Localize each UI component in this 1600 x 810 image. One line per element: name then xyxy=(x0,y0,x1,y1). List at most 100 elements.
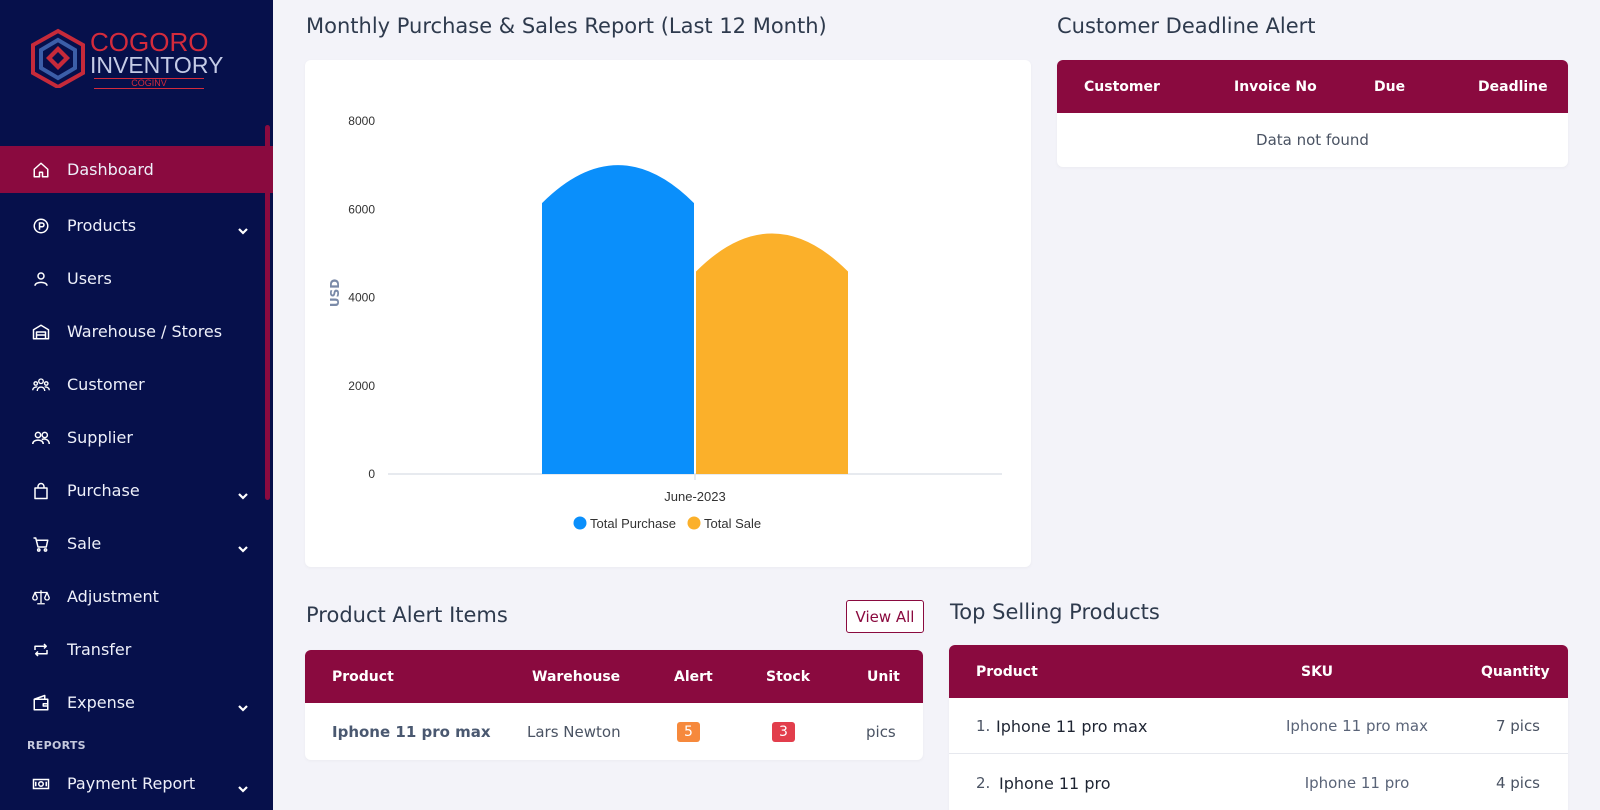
bar-total-sale[interactable] xyxy=(696,233,848,474)
column-header-invoice: Invoice No xyxy=(1234,78,1317,95)
sidebar: COGORO INVENTORY COGINV Dashboard Produc… xyxy=(0,0,273,810)
column-header-alert: Alert xyxy=(674,668,713,685)
brand-line-1: COGORO xyxy=(90,27,209,57)
sidebar-item-sale[interactable]: Sale xyxy=(0,517,273,570)
table-row[interactable]: 1. Iphone 11 pro max Iphone 11 pro max 7… xyxy=(949,698,1568,754)
sidebar-item-warehouse[interactable]: Warehouse / Stores xyxy=(0,305,273,358)
sidebar-item-users[interactable]: Users xyxy=(0,252,273,305)
sidebar-item-label: Warehouse / Stores xyxy=(67,322,223,341)
sidebar-item-label: Expense xyxy=(67,693,135,712)
column-header-deadline: Deadline xyxy=(1478,78,1548,95)
row-index: 1. xyxy=(976,717,991,735)
sidebar-item-label: Supplier xyxy=(67,428,133,447)
unit-cell: pics xyxy=(866,722,896,741)
row-index: 2. xyxy=(976,774,991,792)
table-row[interactable]: 2. Iphone 11 pro Iphone 11 pro 4 pics xyxy=(949,755,1568,810)
table-header: Customer Invoice No Due Deadline xyxy=(1057,60,1568,113)
product-name-cell[interactable]: Iphone 11 pro xyxy=(999,773,1111,793)
sidebar-item-label: Users xyxy=(67,269,112,288)
sidebar-item-payment-report[interactable]: Payment Report xyxy=(0,757,273,810)
warehouse-cell: Lars Newton xyxy=(527,722,621,741)
sidebar-item-label: Sale xyxy=(67,534,102,553)
y-tick-label: 2000 xyxy=(348,379,375,393)
sidebar-item-label: Purchase xyxy=(67,481,140,500)
sidebar-item-label: Customer xyxy=(67,375,145,394)
transfer-icon xyxy=(31,640,51,660)
column-header-due: Due xyxy=(1374,78,1406,95)
bar-total-purchase[interactable] xyxy=(542,165,694,474)
product-alert-table: Product Warehouse Alert Stock Unit Iphon… xyxy=(305,650,923,760)
y-tick-label: 6000 xyxy=(348,202,375,216)
column-header-sku: SKU xyxy=(1301,663,1334,680)
alert-cell: 5 xyxy=(677,703,700,760)
quantity-cell: 7 pics xyxy=(1495,717,1540,735)
chevron-down-icon[interactable] xyxy=(237,221,249,240)
legend-label-total-purchase[interactable]: Total Purchase xyxy=(590,516,676,531)
y-tick-label: 8000 xyxy=(348,114,375,128)
user-icon xyxy=(31,269,51,289)
sidebar-item-products[interactable]: Products xyxy=(0,199,273,252)
sidebar-scrollbar[interactable] xyxy=(265,125,270,500)
legend-swatch-total-purchase[interactable] xyxy=(573,516,587,530)
sidebar-item-label: Dashboard xyxy=(67,160,154,179)
brand-line-3: COGINV xyxy=(94,78,204,89)
legend-label-total-sale[interactable]: Total Sale xyxy=(704,516,761,531)
column-header-product: Product xyxy=(332,668,394,685)
sidebar-item-label: Payment Report xyxy=(67,774,196,793)
sidebar-item-label: Adjustment xyxy=(67,587,159,606)
chart-section-title: Monthly Purchase & Sales Report (Last 12… xyxy=(306,14,827,38)
view-all-button[interactable]: View All xyxy=(846,600,924,633)
top-selling-title: Top Selling Products xyxy=(950,600,1160,624)
sidebar-item-purchase[interactable]: Purchase xyxy=(0,464,273,517)
product-circle-icon xyxy=(31,216,51,236)
customer-deadline-table: Customer Invoice No Due Deadline Data no… xyxy=(1057,60,1568,167)
scale-icon xyxy=(31,587,51,607)
sidebar-item-transfer[interactable]: Transfer xyxy=(0,623,273,676)
wallet-icon xyxy=(31,693,51,713)
product-name-cell[interactable]: Iphone 11 pro max xyxy=(996,716,1148,736)
purchase-sales-chart: 0 2000 4000 6000 8000 USD June-2023 Total Pu… xyxy=(328,114,1002,531)
column-header-product: Product xyxy=(976,663,1038,680)
column-header-customer: Customer xyxy=(1084,78,1160,95)
customers-icon xyxy=(31,375,51,395)
sidebar-section-reports: REPORTS xyxy=(27,738,86,752)
sidebar-item-label: Transfer xyxy=(67,640,132,659)
column-header-stock: Stock xyxy=(766,668,811,685)
top-selling-table: Product SKU Quantity 1. Iphone 11 pro ma… xyxy=(949,645,1568,810)
brand-logo[interactable]: COGORO INVENTORY COGINV xyxy=(28,24,228,94)
product-name-cell[interactable]: Iphone 11 pro max xyxy=(332,722,491,741)
column-header-unit: Unit xyxy=(867,668,900,685)
sidebar-item-dashboard[interactable]: Dashboard xyxy=(0,146,273,193)
stock-cell: 3 xyxy=(772,703,795,760)
product-alert-title: Product Alert Items xyxy=(306,603,508,627)
sidebar-item-adjustment[interactable]: Adjustment xyxy=(0,570,273,623)
chevron-down-icon[interactable] xyxy=(237,539,249,558)
warehouse-icon xyxy=(31,322,51,342)
sidebar-item-expense[interactable]: Expense xyxy=(0,676,273,729)
legend-swatch-total-sale[interactable] xyxy=(687,516,701,530)
home-icon xyxy=(31,160,51,180)
stock-badge: 3 xyxy=(772,721,795,742)
column-header-warehouse: Warehouse xyxy=(532,668,621,685)
y-tick-label: 4000 xyxy=(348,291,375,305)
quantity-cell: 4 pics xyxy=(1495,774,1540,792)
deadline-section-title: Customer Deadline Alert xyxy=(1057,14,1316,38)
chevron-down-icon[interactable] xyxy=(237,779,249,798)
table-header: Product SKU Quantity xyxy=(949,645,1568,698)
purchase-sales-chart-card: 0 2000 4000 6000 8000 USD June-2023 Total Pu… xyxy=(305,60,1031,567)
cart-icon xyxy=(31,534,51,554)
sidebar-item-supplier[interactable]: Supplier xyxy=(0,411,273,464)
alert-badge: 5 xyxy=(677,721,700,742)
supplier-icon xyxy=(31,428,51,448)
chevron-down-icon[interactable] xyxy=(237,486,249,505)
sidebar-item-customer[interactable]: Customer xyxy=(0,358,273,411)
sidebar-item-label: Products xyxy=(67,216,137,235)
money-icon xyxy=(31,774,51,794)
sidebar-nav: Dashboard Products Users Warehouse / Sto… xyxy=(0,146,273,810)
sku-cell: Iphone 11 pro max xyxy=(1286,717,1428,735)
x-tick-label: June-2023 xyxy=(664,489,725,504)
brand-line-2: INVENTORY xyxy=(90,52,224,78)
chevron-down-icon[interactable] xyxy=(237,698,249,717)
empty-state-message: Data not found xyxy=(1256,131,1369,149)
column-header-quantity: Quantity xyxy=(1481,663,1550,680)
